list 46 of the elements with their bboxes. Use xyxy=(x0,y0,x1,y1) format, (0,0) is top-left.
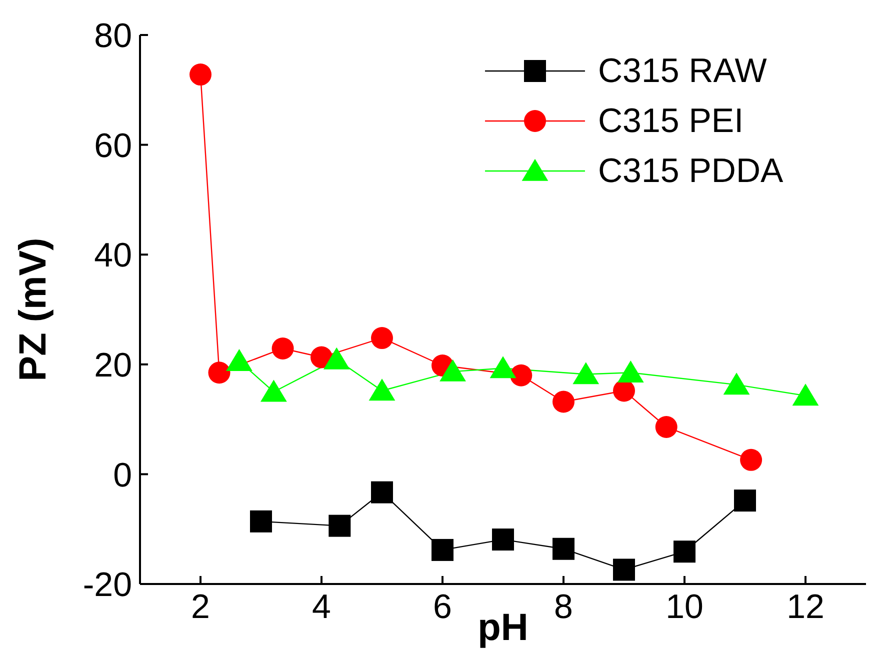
point xyxy=(440,359,466,382)
point xyxy=(260,380,287,402)
point xyxy=(208,362,230,384)
x-tick-label: 12 xyxy=(786,588,824,626)
point xyxy=(723,372,750,395)
point xyxy=(490,356,516,378)
point xyxy=(310,346,332,368)
x-tick-label: 6 xyxy=(433,588,452,626)
point xyxy=(655,416,678,438)
x-axis-title: pH xyxy=(478,607,528,649)
point xyxy=(323,347,350,370)
point xyxy=(328,514,351,537)
x-tick-label: 4 xyxy=(312,588,331,626)
point xyxy=(190,64,212,86)
point xyxy=(613,380,635,402)
point xyxy=(371,481,393,504)
point xyxy=(272,337,294,360)
point xyxy=(613,558,635,581)
point xyxy=(572,362,600,384)
y-tick-label: 20 xyxy=(94,346,132,384)
legend-label: C315 RAW xyxy=(598,52,767,90)
legend-label: C315 PEI xyxy=(598,102,744,140)
point xyxy=(432,538,454,561)
point xyxy=(674,540,696,563)
point xyxy=(552,538,574,560)
point xyxy=(226,349,252,372)
x-tick-label: 10 xyxy=(666,588,704,626)
x-tick-label: 2 xyxy=(191,588,210,626)
y-tick-label: 0 xyxy=(113,456,132,494)
y-tick-label: 60 xyxy=(94,126,132,165)
y-axis-title: PZ (mV) xyxy=(12,238,54,382)
point xyxy=(250,510,272,532)
legend-label: C315 PDDA xyxy=(598,152,784,190)
point xyxy=(792,384,819,406)
point xyxy=(510,364,532,386)
point xyxy=(368,378,396,401)
point xyxy=(740,448,762,471)
y-tick-label: 40 xyxy=(94,236,132,275)
x-tick-label: 8 xyxy=(554,588,573,626)
point xyxy=(371,327,393,350)
point xyxy=(552,390,574,413)
y-tick-label: 80 xyxy=(94,17,132,56)
point xyxy=(617,360,644,383)
point xyxy=(734,490,756,512)
point xyxy=(492,528,514,551)
y-tick-label: -20 xyxy=(82,566,132,604)
